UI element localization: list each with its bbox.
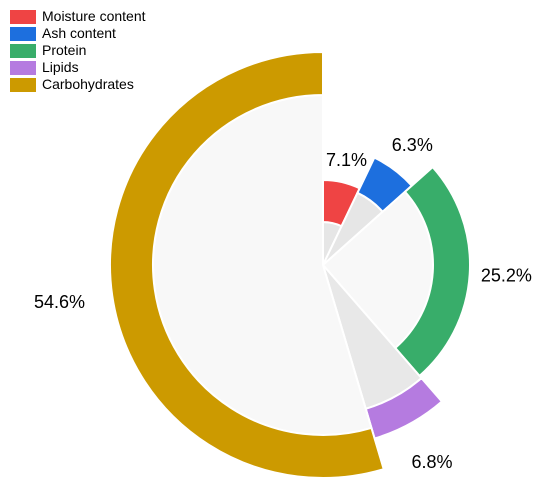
legend-swatch <box>10 44 36 58</box>
value-label: 6.3% <box>392 135 433 155</box>
legend-label: Ash content <box>42 25 116 41</box>
legend-label: Moisture content <box>42 8 146 24</box>
legend-swatch <box>10 27 36 41</box>
legend-swatch <box>10 10 36 24</box>
value-label: 54.6% <box>34 292 85 312</box>
value-label: 25.2% <box>481 265 532 285</box>
legend-swatch <box>10 61 36 75</box>
legend-label: Protein <box>42 42 86 58</box>
legend-label: Carbohydrates <box>42 76 134 92</box>
value-label: 6.8% <box>411 452 452 472</box>
legend-label: Lipids <box>42 59 79 75</box>
slice <box>109 50 385 479</box>
legend-swatch <box>10 78 36 92</box>
value-label: 7.1% <box>326 150 367 170</box>
